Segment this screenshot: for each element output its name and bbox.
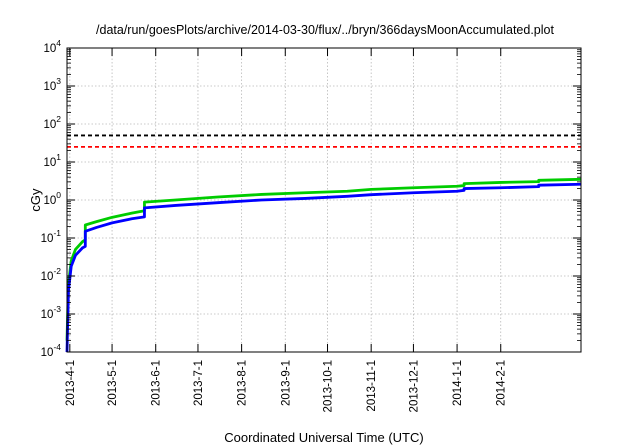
x-axis-label: Coordinated Universal Time (UTC) [224, 430, 423, 445]
series-group [65, 177, 582, 353]
y-tick-label: 10-3 [41, 304, 62, 321]
grid [67, 48, 581, 352]
x-tick-label: 2013-9-1 [280, 360, 292, 406]
x-tick-label: 2013-10-1 [323, 360, 335, 412]
series-line [65, 177, 582, 341]
axis-ticks [67, 47, 581, 353]
x-tick-label: 2014-2-1 [496, 360, 508, 406]
x-tick-label: 2013-5-1 [107, 360, 119, 406]
x-tick-label: 2013-11-1 [366, 360, 378, 412]
x-tick-label: 2013-6-1 [151, 360, 163, 406]
y-tick-labels: 10-4 10-3 10-2 10-1 100 101 102 103 104 [41, 38, 62, 359]
y-tick-label: 10-4 [41, 342, 62, 359]
y-tick-label: 101 [43, 152, 61, 169]
x-tick-label: 2014-1-1 [452, 360, 464, 406]
y-tick-label: 102 [43, 114, 61, 131]
series-line [65, 182, 582, 353]
y-tick-label: 104 [43, 38, 61, 55]
x-tick-label: 2013-4-1 [65, 360, 77, 406]
y-tick-label: 10-2 [41, 266, 62, 283]
y-axis-label: cGy [28, 188, 43, 212]
y-tick-label: 10-1 [41, 228, 62, 245]
chart-title: /data/run/goesPlots/archive/2014-03-30/f… [96, 23, 554, 37]
y-tick-label: 103 [43, 76, 61, 93]
x-tick-label: 2013-8-1 [237, 360, 249, 406]
reference-lines [67, 134, 581, 148]
x-tick-label: 2013-12-1 [408, 360, 420, 412]
x-tick-labels: 2013-4-1 2013-5-1 2013-6-1 2013-7-1 2013-8-1… [65, 360, 508, 412]
y-tick-label: 100 [43, 190, 61, 207]
x-tick-label: 2013-7-1 [193, 360, 205, 406]
